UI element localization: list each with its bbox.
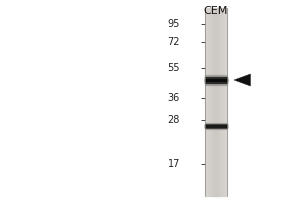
Text: 17: 17: [168, 159, 180, 169]
Text: 72: 72: [167, 37, 180, 47]
Polygon shape: [234, 74, 250, 86]
Text: 28: 28: [168, 115, 180, 125]
Text: 36: 36: [168, 93, 180, 103]
Text: 95: 95: [168, 19, 180, 29]
Text: CEM: CEM: [204, 6, 228, 16]
Text: 55: 55: [167, 63, 180, 73]
Bar: [206, 8, 226, 196]
